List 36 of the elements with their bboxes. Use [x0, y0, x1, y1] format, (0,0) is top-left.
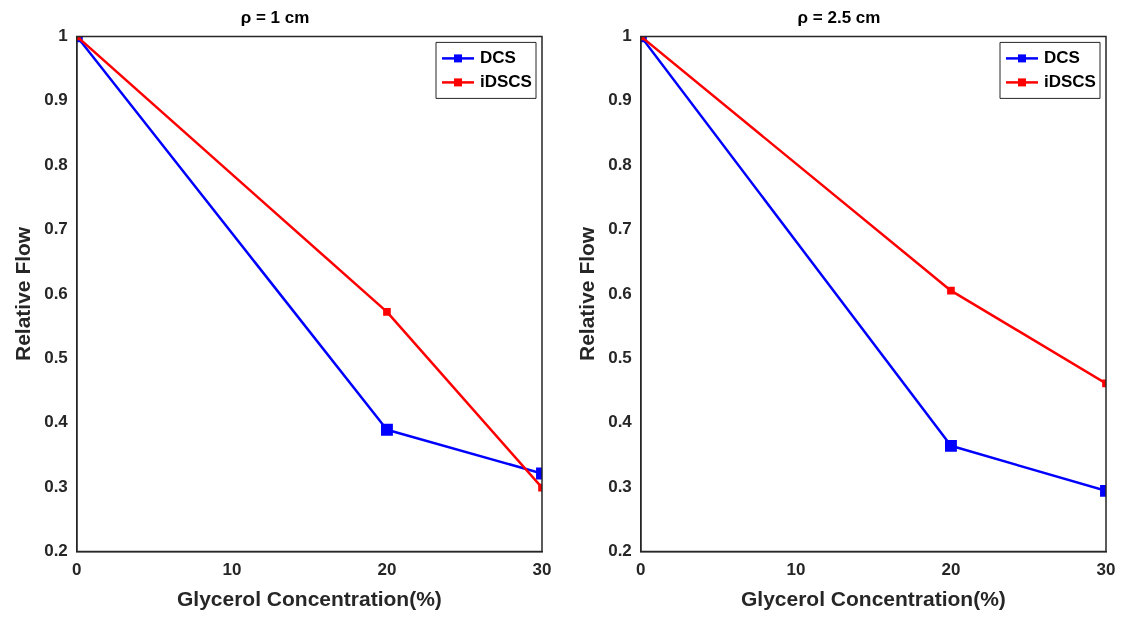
- x-tick-label: 0: [72, 560, 82, 580]
- y-tick-label: 0.4: [44, 412, 69, 432]
- y-tick-label: 1: [58, 26, 68, 46]
- x-tick-label: 30: [532, 560, 552, 580]
- x-axis-title: Glycerol Concentration(%): [176, 587, 442, 611]
- y-tick-label: 0.2: [44, 541, 68, 561]
- y-tick-label: 0.7: [608, 219, 632, 239]
- y-tick-label: 1: [622, 26, 632, 46]
- y-axis-title: Relative Flow: [575, 226, 599, 361]
- x-tick-label: 0: [636, 560, 646, 580]
- legend-label: iDSCS: [480, 72, 532, 92]
- legend-label: DCS: [1044, 48, 1080, 68]
- x-tick-label: 20: [377, 560, 397, 580]
- y-tick-label: 0.2: [608, 541, 632, 561]
- y-axis-title: Relative Flow: [11, 226, 35, 361]
- x-tick-label: 10: [222, 560, 242, 580]
- x-tick-label: 10: [786, 560, 806, 580]
- legend-label: iDSCS: [1044, 72, 1096, 92]
- y-tick-label: 0.5: [608, 347, 632, 367]
- y-tick-label: 0.7: [44, 219, 68, 239]
- y-tick-label: 0.9: [608, 90, 632, 110]
- y-tick-label: 0.8: [608, 154, 632, 174]
- y-tick-label: 0.6: [608, 283, 632, 303]
- x-axis-title: Glycerol Concentration(%): [740, 587, 1006, 611]
- x-tick-label: 20: [941, 560, 961, 580]
- legend-label: DCS: [480, 48, 516, 68]
- x-tick-label: 30: [1096, 560, 1116, 580]
- y-tick-label: 0.6: [44, 283, 68, 303]
- y-tick-label: 0.3: [44, 476, 68, 496]
- chart-title: ρ = 2.5 cm: [797, 7, 881, 27]
- y-tick-label: 0.9: [44, 90, 68, 110]
- y-tick-label: 0.4: [608, 412, 633, 432]
- y-tick-label: 0.3: [608, 476, 632, 496]
- chart-title: ρ = 1 cm: [240, 7, 310, 27]
- y-tick-label: 0.8: [44, 154, 68, 174]
- y-tick-label: 0.5: [44, 347, 68, 367]
